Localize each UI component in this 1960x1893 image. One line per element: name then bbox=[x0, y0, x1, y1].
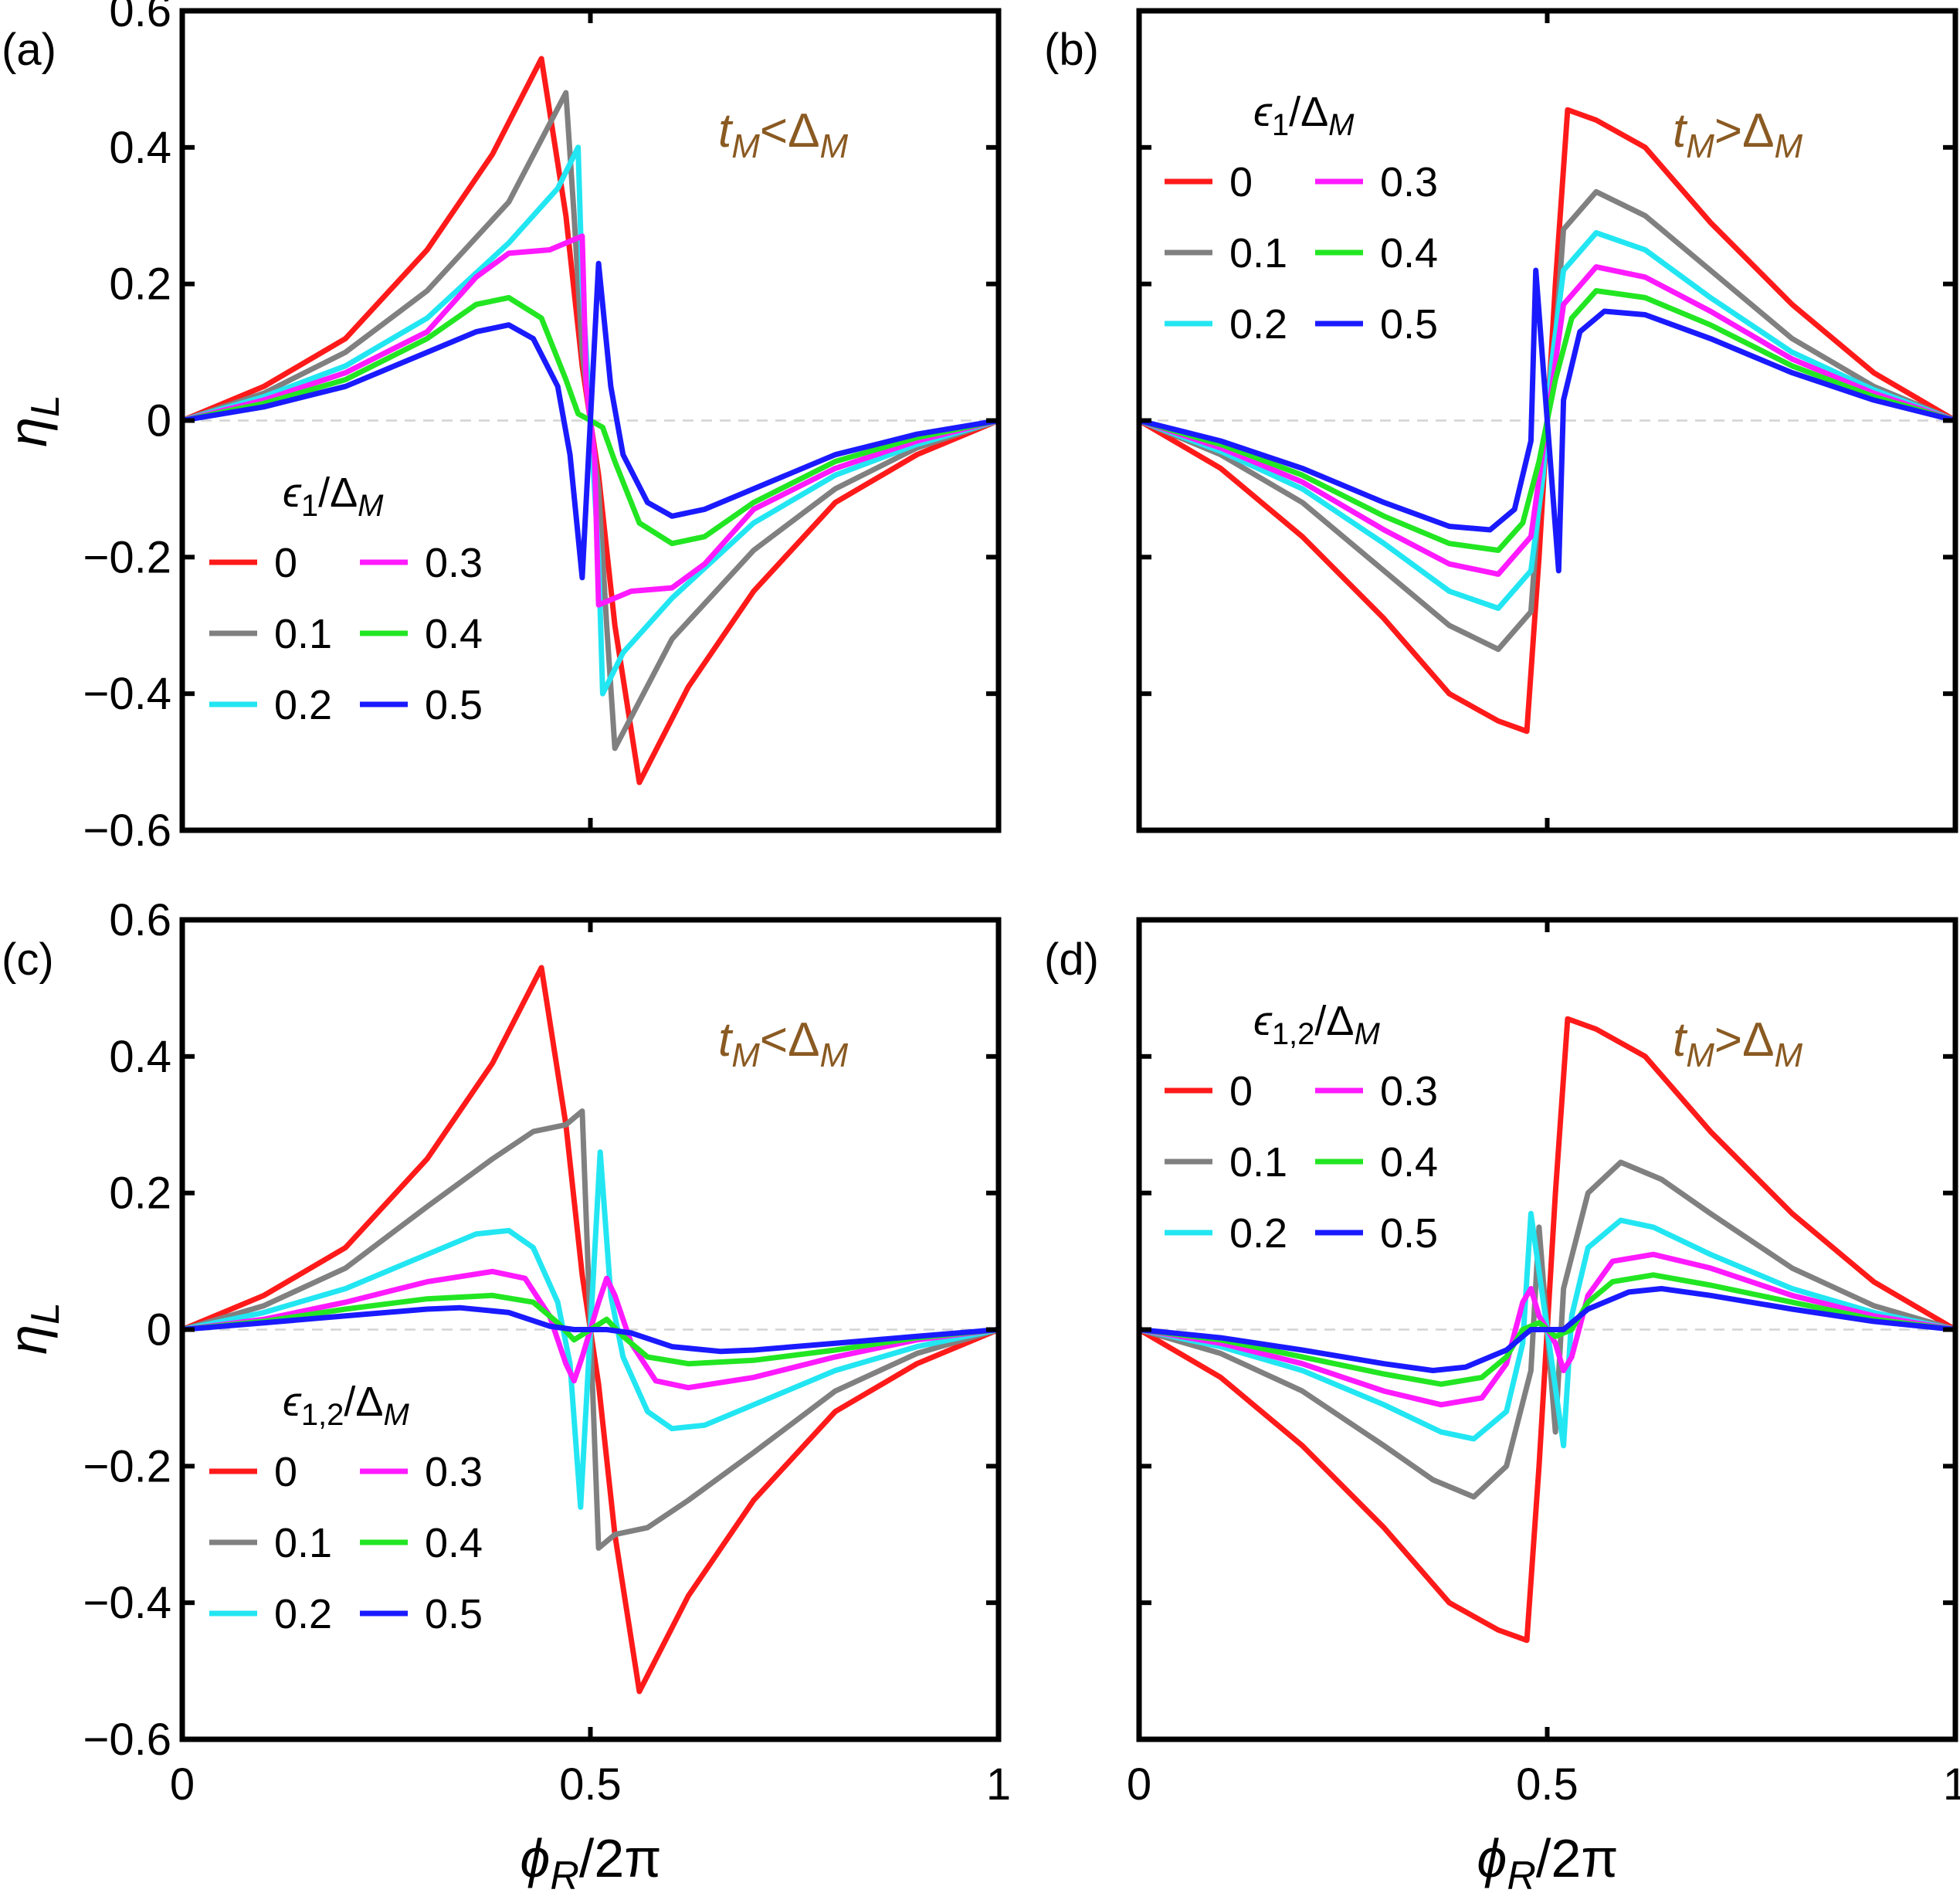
legend-label-0.4: 0.4 bbox=[1380, 1139, 1438, 1186]
legend: ϵ1,2/ΔM 0 0.1 0.2 0.3 0.4 0.5 bbox=[209, 1379, 483, 1637]
legend-title: ϵ1/ΔM bbox=[283, 470, 384, 523]
panel-a: 0.6 0.4 0.2 0 −0.2 −0.4 −0.6 (a) tM<ΔM ϵ1/ΔM 0 0.1 0… bbox=[2, 0, 1002, 856]
y-tick-label: 0 bbox=[147, 396, 171, 446]
y-tick-label: −0.4 bbox=[83, 669, 172, 719]
y-tick-label: 0.6 bbox=[109, 0, 171, 36]
x-tick-label: 1 bbox=[986, 1759, 1011, 1810]
legend-label-0.3: 0.3 bbox=[1380, 159, 1438, 205]
legend-label-0.1: 0.1 bbox=[1229, 1139, 1287, 1186]
legend-label-0: 0 bbox=[274, 540, 297, 586]
legend-label-0.3: 0.3 bbox=[1380, 1068, 1438, 1114]
x-tick-label: 0.5 bbox=[559, 1759, 622, 1810]
y-tick-label: −0.2 bbox=[83, 1441, 172, 1491]
legend-label-0.2: 0.2 bbox=[1229, 301, 1287, 348]
series-line-0.5 bbox=[179, 260, 1002, 581]
panel-label: (a) bbox=[2, 25, 56, 75]
series-line-0.5 bbox=[1136, 1286, 1958, 1373]
legend-label-0.1: 0.1 bbox=[274, 611, 332, 657]
legend-label-0.1: 0.1 bbox=[274, 1520, 332, 1566]
legend-label-0: 0 bbox=[274, 1449, 297, 1495]
regime-annotation: tM<ΔM bbox=[718, 104, 849, 165]
panel-label: (b) bbox=[1044, 25, 1099, 75]
y-axis-title: ηL bbox=[0, 1302, 68, 1355]
x-tick-label: 0 bbox=[170, 1759, 195, 1810]
legend-label-0.5: 0.5 bbox=[425, 682, 483, 728]
y-tick-label: 0.2 bbox=[109, 1169, 171, 1219]
y-tick-label: 0.2 bbox=[109, 260, 171, 310]
regime-annotation: tM>ΔM bbox=[1673, 1013, 1803, 1074]
legend-label-0.2: 0.2 bbox=[274, 1591, 332, 1637]
y-tick-label: 0.4 bbox=[109, 123, 171, 173]
x-tick-label: 0.5 bbox=[1516, 1759, 1579, 1810]
legend: ϵ1,2/ΔM0 0.1 0.2 0.3 0.4 0.5 bbox=[1165, 998, 1438, 1257]
legend-label-0.3: 0.3 bbox=[425, 540, 483, 586]
x-tick-label: 0 bbox=[1127, 1759, 1151, 1810]
legend: ϵ1/ΔM0 0.1 0.2 0.3 0.4 0.5 bbox=[1165, 89, 1438, 348]
series-line-0.5 bbox=[179, 1304, 1002, 1355]
legend-label-0: 0 bbox=[1229, 1068, 1253, 1114]
legend-label-0.2: 0.2 bbox=[274, 682, 332, 728]
legend-label-0.4: 0.4 bbox=[425, 611, 483, 657]
panel-c: 0.60.40.20−0.2−0.4−0.60 0.5 1(c)tM<ΔMϵ1,2/… bbox=[2, 895, 1011, 1810]
legend-label-0.4: 0.4 bbox=[1380, 230, 1438, 276]
legend-label-0.4: 0.4 bbox=[425, 1520, 483, 1566]
x-axis-title: ϕR/2π bbox=[520, 1828, 661, 1893]
panel-b: (b) tM>ΔM ϵ1/ΔM0 0.1 0.2 0.3 0.4 0.5 bbox=[1044, 8, 1958, 833]
x-axis-title: ϕR/2π bbox=[1477, 1828, 1618, 1893]
regime-annotation: tM>ΔM bbox=[1673, 104, 1803, 165]
y-tick-label: −0.6 bbox=[83, 806, 172, 856]
legend-title: ϵ1,2/ΔM bbox=[1253, 998, 1381, 1051]
legend-title: ϵ1,2/ΔM bbox=[283, 1379, 410, 1432]
y-tick-label: 0.4 bbox=[109, 1032, 171, 1082]
regime-annotation: tM<ΔM bbox=[718, 1013, 849, 1074]
y-axis-title: ηL bbox=[0, 395, 68, 447]
y-tick-label: −0.6 bbox=[83, 1715, 172, 1765]
y-tick-label: −0.2 bbox=[83, 532, 172, 582]
legend-label-0.3: 0.3 bbox=[425, 1449, 483, 1495]
series-line-0.5 bbox=[1136, 267, 1958, 574]
y-tick-label: 0.6 bbox=[109, 895, 171, 945]
legend-label-0: 0 bbox=[1229, 159, 1253, 205]
legend-label-0.5: 0.5 bbox=[1380, 301, 1438, 348]
legend-label-0.2: 0.2 bbox=[1229, 1210, 1287, 1257]
panel-label: (c) bbox=[2, 935, 54, 985]
x-tick-label: 1 bbox=[1943, 1759, 1960, 1810]
y-tick-label: −0.4 bbox=[83, 1578, 172, 1628]
legend-label-0.5: 0.5 bbox=[425, 1591, 483, 1637]
legend-label-0.5: 0.5 bbox=[1380, 1210, 1438, 1257]
panel-label: (d) bbox=[1044, 935, 1099, 985]
legend-label-0.1: 0.1 bbox=[1229, 230, 1287, 276]
y-tick-label: 0 bbox=[147, 1305, 171, 1355]
legend-title: ϵ1/ΔM bbox=[1253, 89, 1355, 142]
legend: ϵ1/ΔM 0 0.1 0.2 0.3 0.4 0.5 bbox=[209, 470, 483, 728]
